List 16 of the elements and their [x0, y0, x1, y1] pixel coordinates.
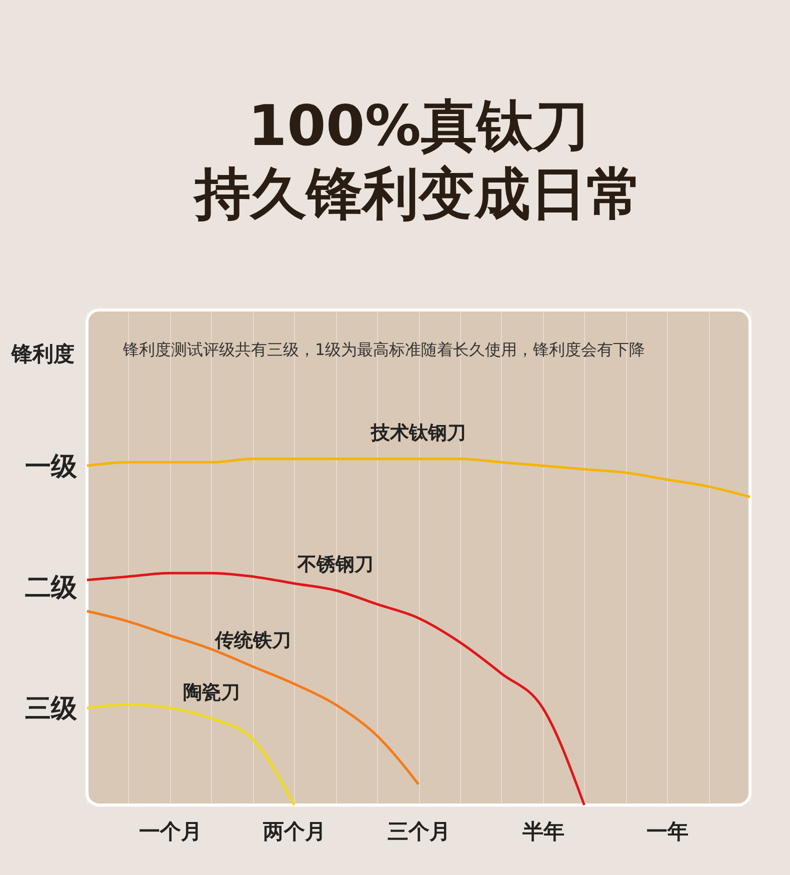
series-label: 传统铁刀: [214, 630, 291, 652]
series-label: 技术钛钢刀: [370, 422, 466, 444]
text: 二级: [25, 573, 78, 603]
series-label: 陶瓷刀: [182, 681, 240, 704]
text: 三级: [25, 694, 78, 724]
y-axis-title: 锋利度: [10, 342, 74, 366]
text: 锋利度测试评级共有三级，1级为最高标准随着长久使用，锋利度会有下降: [122, 340, 646, 359]
x-tick-label: 两个月: [262, 820, 326, 844]
chart-subtitle: 持久锋利变成日常: [192, 162, 642, 227]
chart-title: 100%真钛刀: [248, 94, 590, 159]
x-tick-label: 一个月: [138, 820, 202, 844]
series-label: 不锈钢刀: [296, 553, 374, 576]
text: 一级: [25, 452, 78, 482]
x-tick-label: 三个月: [388, 820, 450, 844]
x-tick-label: 一年: [646, 820, 689, 844]
x-tick-label: 半年: [521, 820, 564, 844]
